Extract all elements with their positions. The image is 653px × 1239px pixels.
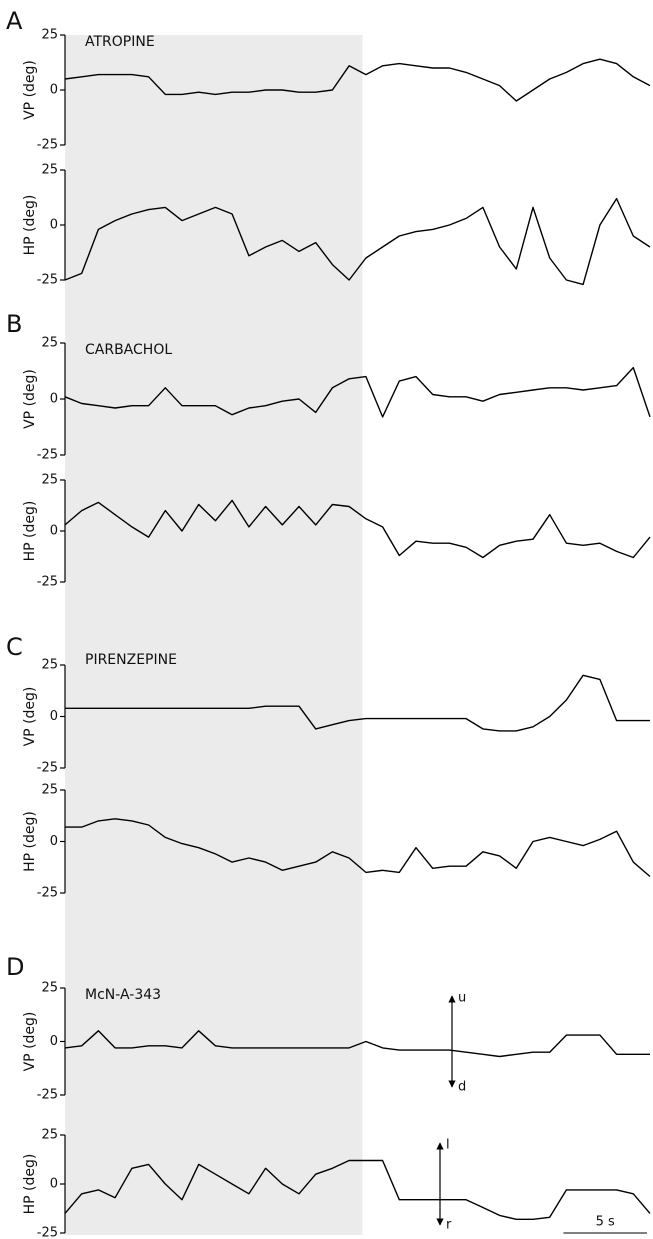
panel-title: ATROPINE bbox=[85, 34, 155, 50]
y-tick-label: 0 bbox=[50, 1177, 58, 1192]
background bbox=[65, 35, 363, 1235]
trace bbox=[64, 499, 651, 559]
panel-letter: D bbox=[6, 953, 24, 981]
panel-letter: B bbox=[6, 310, 22, 338]
panel-title: McN-A-343 bbox=[85, 987, 161, 1003]
y-axis-label: VP (deg) bbox=[22, 687, 38, 747]
y-tick-label: -25 bbox=[37, 1088, 58, 1103]
panel-letter: C bbox=[6, 633, 23, 661]
y-tick-label: 25 bbox=[41, 163, 58, 178]
direction-label: d bbox=[458, 1080, 466, 1095]
trace bbox=[64, 58, 651, 102]
y-axis-label: VP (deg) bbox=[22, 1012, 38, 1072]
y-axis-label: HP (deg) bbox=[22, 811, 38, 872]
y-tick-label: 0 bbox=[50, 834, 58, 849]
y-tick-label: 25 bbox=[41, 1128, 58, 1143]
panel-title: PIRENZEPINE bbox=[85, 652, 177, 668]
y-tick-label: -25 bbox=[37, 273, 58, 288]
y-tick-label: 0 bbox=[50, 709, 58, 724]
y-tick-label: -25 bbox=[37, 138, 58, 153]
trace bbox=[65, 818, 651, 878]
y-tick-label: 25 bbox=[41, 783, 58, 798]
y-tick-label: -25 bbox=[37, 1226, 58, 1239]
y-tick-label: 25 bbox=[41, 981, 58, 996]
y-tick-label: -25 bbox=[37, 575, 58, 590]
y-axis-label: HP (deg) bbox=[22, 501, 38, 562]
trace bbox=[65, 674, 650, 732]
y-tick-label: 25 bbox=[41, 336, 58, 351]
trace bbox=[64, 366, 651, 418]
y-axis-label: VP (deg) bbox=[22, 60, 38, 120]
y-tick-label: -25 bbox=[37, 886, 58, 901]
y-tick-label: -25 bbox=[37, 761, 58, 776]
trace bbox=[64, 1159, 651, 1220]
scale-bar-label: 5 s bbox=[596, 1215, 615, 1230]
panel-title: CARBACHOL bbox=[85, 342, 172, 358]
y-tick-label: 0 bbox=[50, 392, 58, 407]
panel-letter: A bbox=[6, 7, 23, 35]
y-tick-label: 25 bbox=[41, 28, 58, 43]
y-axis-label: VP (deg) bbox=[22, 369, 38, 429]
y-tick-label: 25 bbox=[41, 473, 58, 488]
highlight-window bbox=[65, 35, 363, 1235]
trace bbox=[64, 197, 651, 286]
y-tick-label: 0 bbox=[50, 1034, 58, 1049]
y-tick-label: 0 bbox=[50, 83, 58, 98]
y-tick-label: 0 bbox=[50, 524, 58, 539]
y-axis-label: HP (deg) bbox=[22, 1154, 38, 1215]
y-tick-label: -25 bbox=[37, 448, 58, 463]
y-axis-label: HP (deg) bbox=[22, 195, 38, 256]
trace bbox=[64, 1030, 650, 1058]
direction-label: u bbox=[458, 991, 466, 1006]
direction-label: l bbox=[446, 1138, 450, 1153]
y-tick-label: 25 bbox=[41, 658, 58, 673]
y-tick-label: 0 bbox=[50, 218, 58, 233]
direction-label: r bbox=[446, 1218, 452, 1233]
